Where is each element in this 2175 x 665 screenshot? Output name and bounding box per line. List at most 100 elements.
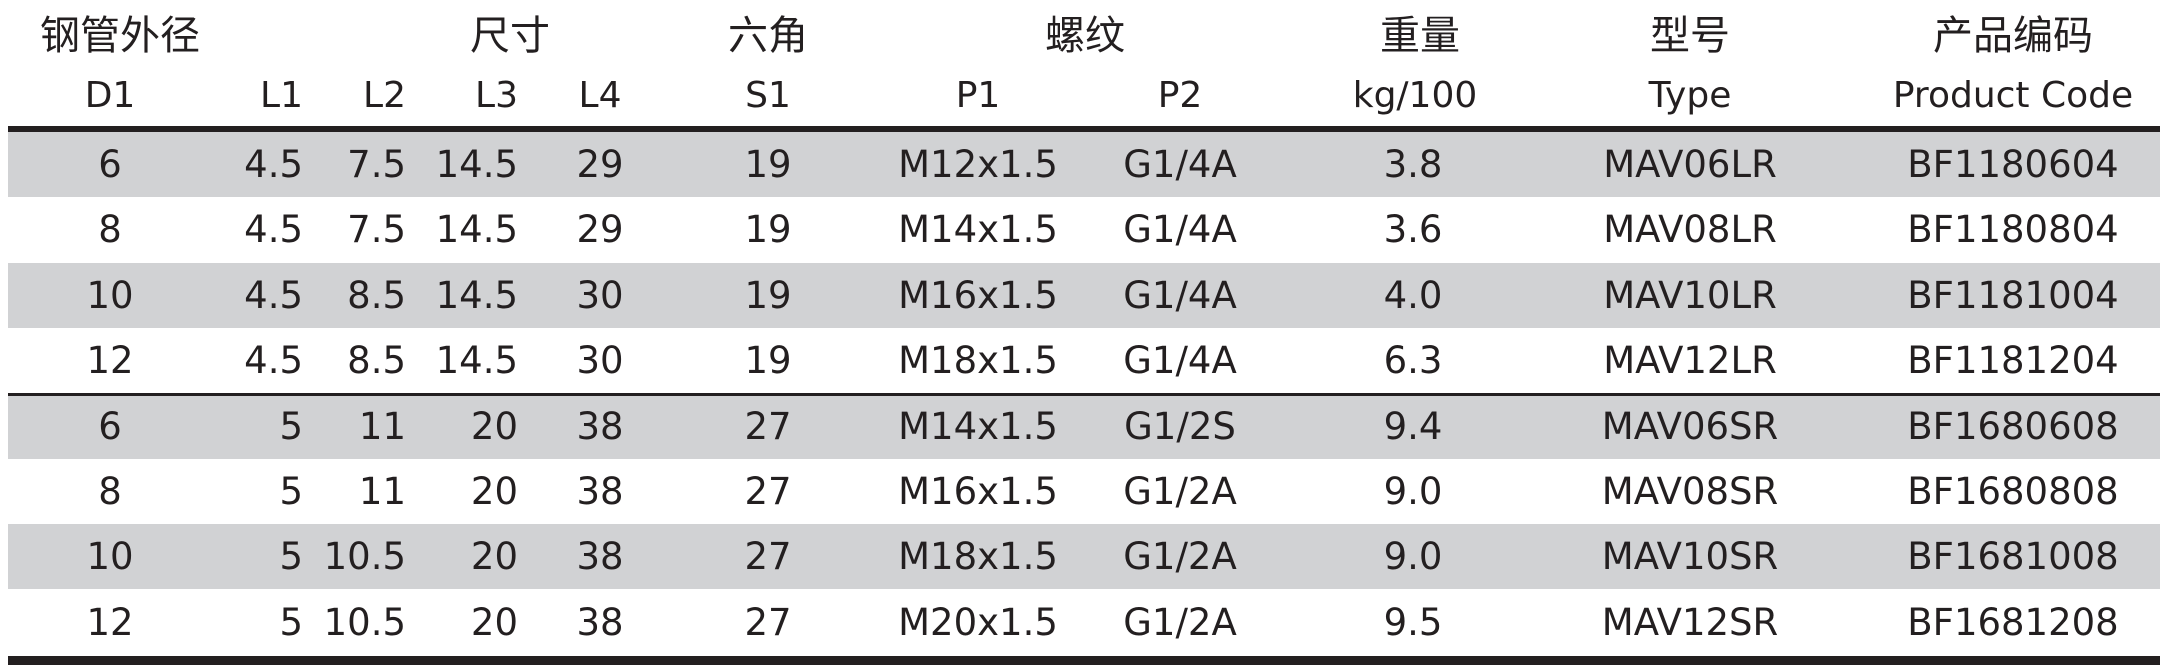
cell-l3: 20 xyxy=(470,404,518,448)
cell-p1: M16x1.5 xyxy=(898,470,1058,513)
cell-l3: 14.5 xyxy=(435,339,518,383)
cell-p1: M14x1.5 xyxy=(898,208,1058,252)
cell-p1: M20x1.5 xyxy=(898,600,1058,644)
cell-d1: 12 xyxy=(86,600,134,644)
cell-l1: 4.5 xyxy=(244,208,303,252)
cell-l1: 5 xyxy=(279,535,303,579)
cell-p2: G1/2A xyxy=(1123,470,1237,513)
cell-l2: 11 xyxy=(358,470,406,513)
cell-d1: 10 xyxy=(86,273,134,317)
rule-top xyxy=(8,126,2160,133)
cell-code: BF1681008 xyxy=(1907,535,2119,579)
column-header-p1: P1 xyxy=(955,74,1001,116)
cell-code: BF1681208 xyxy=(1907,600,2119,644)
cell-l1: 4.5 xyxy=(244,339,303,383)
cell-p1: M18x1.5 xyxy=(898,339,1058,383)
table-row: 10 5 10.5 20 38 27 M18x1.5 G1/2A 9.0 MAV10SR BF168… xyxy=(8,524,2160,590)
column-header-type: Type xyxy=(1648,74,1732,116)
table-row: 8 4.5 7.5 14.5 29 19 M14x1.5 G1/4A 3.6 MAV08LR BF1… xyxy=(8,197,2160,262)
cell-code: BF1181004 xyxy=(1907,273,2119,317)
column-header-l1: L1 xyxy=(260,74,303,116)
cell-s1: 19 xyxy=(744,339,792,383)
column-header-code: Product Code xyxy=(1892,74,2134,116)
cell-type: MAV12SR xyxy=(1601,600,1779,644)
column-header-weight: kg/100 xyxy=(1352,74,1478,116)
group-header-thread: 螺纹 xyxy=(1045,13,1125,59)
cell-p1: M18x1.5 xyxy=(898,535,1058,579)
cell-l4: 38 xyxy=(576,600,624,644)
cell-l2: 8.5 xyxy=(347,273,406,317)
cell-l4: 29 xyxy=(576,208,624,252)
table-row: 8 5 11 20 38 27 M16x1.5 G1/2A 9.0 MAV08SR BF168080… xyxy=(8,459,2160,524)
cell-code: BF1680608 xyxy=(1907,404,2119,448)
cell-l4: 30 xyxy=(576,339,624,383)
cell-l1: 5 xyxy=(279,404,303,448)
cell-type: MAV08SR xyxy=(1601,470,1779,513)
cell-code: BF1180604 xyxy=(1907,143,2119,186)
cell-type: MAV06LR xyxy=(1603,143,1777,186)
header-group-row: 钢管外径 尺寸 六角 螺纹 重量 型号 产品编码 xyxy=(0,0,2175,64)
cell-p1: M12x1.5 xyxy=(898,143,1058,186)
cell-d1: 6 xyxy=(98,143,122,186)
cell-p2: G1/4A xyxy=(1123,208,1237,252)
cell-p2: G1/2A xyxy=(1123,535,1237,579)
cell-type: MAV12LR xyxy=(1603,339,1777,383)
cell-l4: 30 xyxy=(576,273,624,317)
cell-l4: 38 xyxy=(576,535,624,579)
column-header-p2: P2 xyxy=(1157,74,1203,116)
column-header-d1: D1 xyxy=(84,74,136,116)
cell-l4: 38 xyxy=(576,470,624,513)
rule-bottom xyxy=(8,656,2160,665)
cell-l3: 20 xyxy=(470,600,518,644)
table-row: 10 4.5 8.5 14.5 30 19 M16x1.5 G1/4A 4.0 MAV10LR BF… xyxy=(8,262,2160,328)
cell-s1: 27 xyxy=(744,404,792,448)
cell-l1: 4.5 xyxy=(244,143,303,186)
rule-group-divider xyxy=(8,392,2160,396)
cell-type: MAV06SR xyxy=(1601,404,1779,448)
cell-p1: M16x1.5 xyxy=(898,273,1058,317)
cell-d1: 6 xyxy=(98,404,122,448)
cell-s1: 19 xyxy=(744,273,792,317)
cell-s1: 27 xyxy=(744,535,792,579)
cell-weight: 9.5 xyxy=(1383,600,1443,644)
cell-s1: 19 xyxy=(744,143,792,186)
cell-l3: 20 xyxy=(470,535,518,579)
cell-l1: 5 xyxy=(279,600,303,644)
cell-d1: 12 xyxy=(86,339,134,383)
cell-l2: 8.5 xyxy=(347,339,406,383)
cell-l1: 5 xyxy=(279,470,303,513)
column-header-l2: L2 xyxy=(363,74,406,116)
cell-d1: 8 xyxy=(98,470,122,513)
cell-l3: 20 xyxy=(470,470,518,513)
cell-weight: 9.0 xyxy=(1383,470,1443,513)
cell-weight: 4.0 xyxy=(1383,273,1443,317)
cell-weight: 6.3 xyxy=(1383,339,1443,383)
cell-p2: G1/4A xyxy=(1123,339,1237,383)
table-row: 6 5 11 20 38 27 M14x1.5 G1/2S 9.4 MAV06SR BF168060… xyxy=(8,393,2160,459)
cell-d1: 8 xyxy=(98,208,122,252)
cell-l3: 14.5 xyxy=(435,208,518,252)
group-header-dim: 尺寸 xyxy=(470,13,550,59)
table-row: 6 4.5 7.5 14.5 29 19 M12x1.5 G1/4A 3.8 MAV06LR BF1… xyxy=(8,132,2160,197)
cell-l2: 7.5 xyxy=(347,208,406,252)
cell-l4: 38 xyxy=(576,404,624,448)
cell-weight: 3.8 xyxy=(1383,143,1443,186)
column-header-row: D1 L1 L2 L3 L4 S1 P1 P2 kg/100 Type Product Code xyxy=(0,68,2175,122)
cell-p2: G1/2S xyxy=(1124,404,1236,448)
cell-s1: 19 xyxy=(744,208,792,252)
cell-l3: 14.5 xyxy=(435,273,518,317)
group-header-type: 型号 xyxy=(1650,13,1730,59)
column-header-l3: L3 xyxy=(475,74,518,116)
cell-p2: G1/2A xyxy=(1123,600,1237,644)
group-header-hex: 六角 xyxy=(728,13,808,59)
cell-l2: 11 xyxy=(358,404,406,448)
cell-code: BF1680808 xyxy=(1907,470,2119,513)
table-row: 12 5 10.5 20 38 27 M20x1.5 G1/2A 9.5 MAV12SR BF168… xyxy=(8,590,2160,655)
cell-s1: 27 xyxy=(744,470,792,513)
cell-weight: 9.4 xyxy=(1383,404,1443,448)
cell-p2: G1/4A xyxy=(1123,273,1237,317)
cell-l2: 7.5 xyxy=(347,143,406,186)
column-header-s1: S1 xyxy=(745,74,791,116)
cell-s1: 27 xyxy=(744,600,792,644)
cell-code: BF1181204 xyxy=(1907,339,2119,383)
